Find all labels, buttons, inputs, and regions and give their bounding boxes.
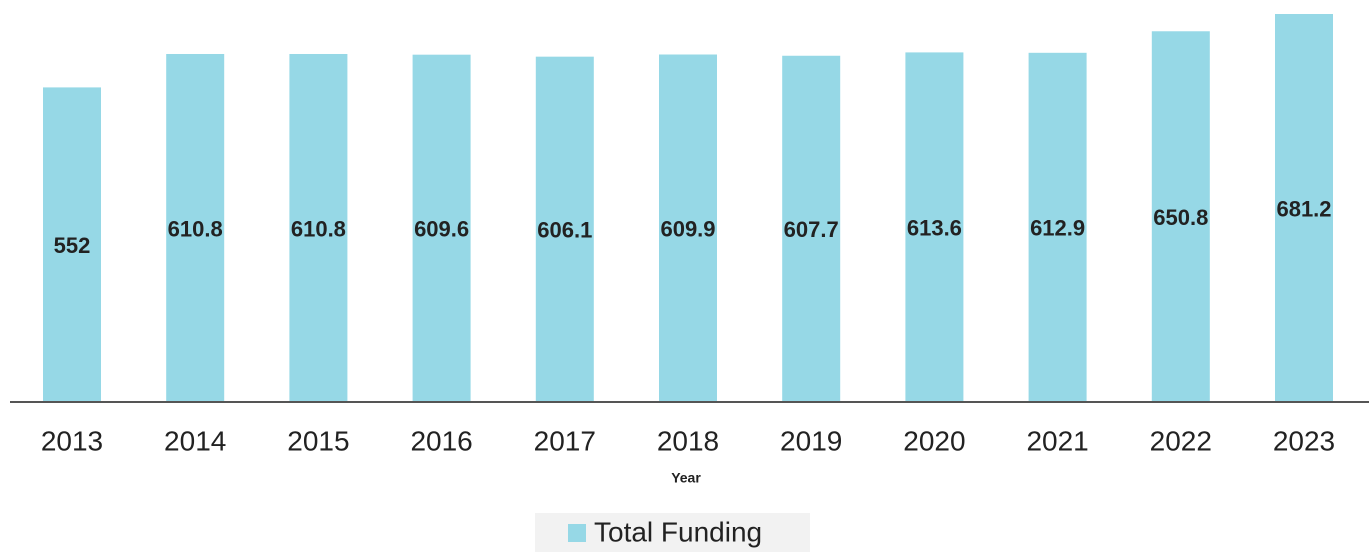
x-tick-label: 2023 <box>1273 425 1335 456</box>
data-label: 612.9 <box>1030 216 1085 241</box>
bar <box>1151 31 1210 402</box>
legend-swatch <box>568 524 586 542</box>
data-label: 552 <box>54 233 91 258</box>
bar <box>659 54 717 402</box>
x-tick-label: 2016 <box>410 425 472 456</box>
data-label: 613.6 <box>907 216 962 241</box>
data-label: 650.8 <box>1153 205 1208 230</box>
bar <box>905 52 964 402</box>
data-label: 681.2 <box>1276 196 1331 221</box>
bar <box>535 56 594 402</box>
x-tick-label: 2017 <box>534 425 596 456</box>
x-axis-label: Year <box>671 470 701 486</box>
x-tick-label: 2018 <box>657 425 719 456</box>
bar <box>1028 52 1087 402</box>
x-tick-label: 2013 <box>41 425 103 456</box>
data-label: 610.8 <box>168 216 223 241</box>
bar <box>1275 14 1333 401</box>
x-tick-label: 2020 <box>903 425 965 456</box>
bar <box>289 53 348 402</box>
data-label: 609.6 <box>414 217 469 242</box>
x-tick-label: 2021 <box>1026 425 1088 456</box>
x-tick-label: 2015 <box>287 425 349 456</box>
x-tick-label: 2019 <box>780 425 842 456</box>
x-tick-label: 2014 <box>164 425 226 456</box>
x-tick-label: 2022 <box>1150 425 1212 456</box>
data-label: 606.1 <box>537 218 592 243</box>
data-label: 607.7 <box>784 217 839 242</box>
bar <box>412 54 471 402</box>
data-label: 609.9 <box>660 217 715 242</box>
bar <box>782 55 841 401</box>
data-label: 610.8 <box>291 216 346 241</box>
bar <box>43 87 101 402</box>
bar <box>166 53 225 402</box>
legend-label: Total Funding <box>594 516 762 547</box>
